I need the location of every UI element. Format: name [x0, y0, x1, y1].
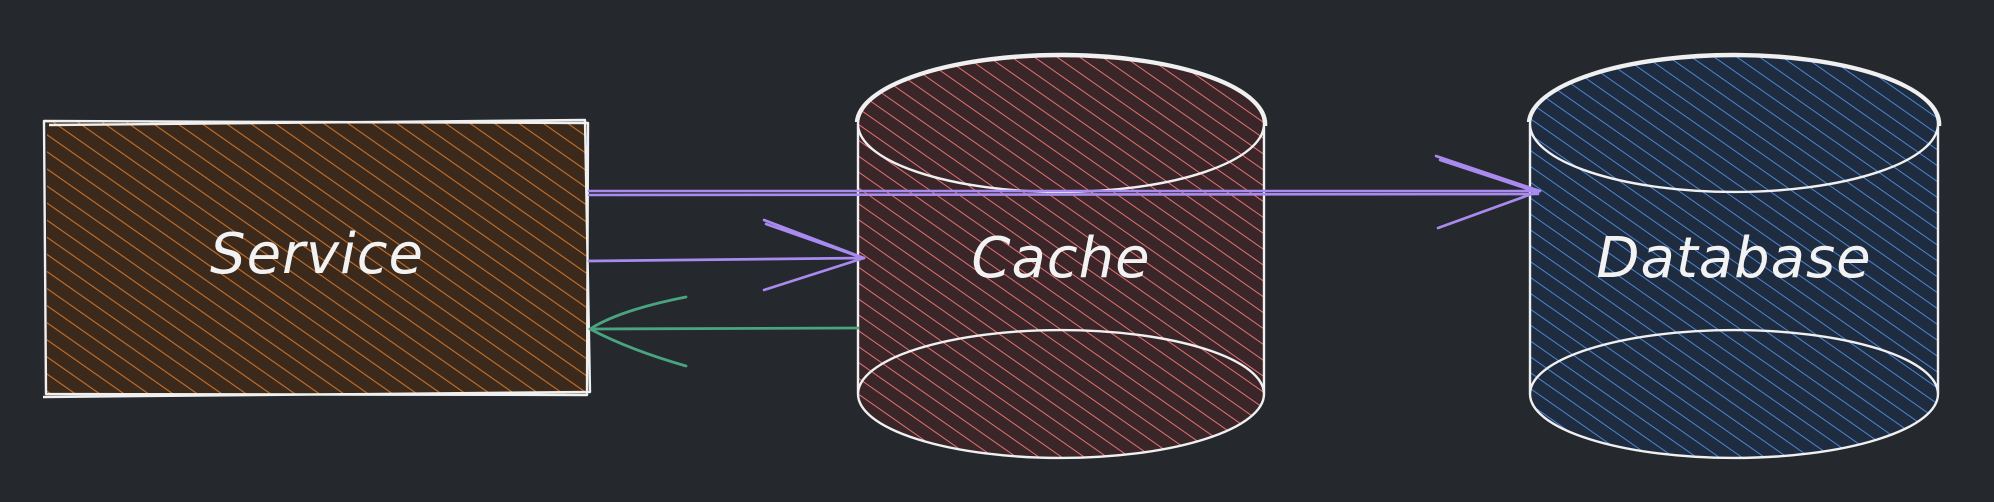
- edge-service-to-cache[interactable]: [587, 218, 866, 292]
- cache-shape: [858, 124, 1264, 458]
- service-node[interactable]: Service: [42, 118, 592, 399]
- edge-cache-to-service[interactable]: [588, 295, 860, 368]
- cache-label: Cache: [971, 226, 1150, 291]
- arrowhead-icon: [1434, 154, 1542, 230]
- database-top-fill: [1530, 56, 1938, 192]
- database-outline: [1526, 52, 1942, 460]
- edge-line: [587, 256, 866, 263]
- edge-service-to-database[interactable]: [587, 154, 1542, 230]
- service-outline: [42, 118, 592, 399]
- service-shape: [47, 122, 587, 394]
- database-label: Database: [1596, 226, 1871, 291]
- edge-line: [587, 189, 1542, 197]
- service-label: Service: [210, 222, 424, 287]
- database-node[interactable]: Database: [1526, 52, 1942, 460]
- database-shape: [1530, 124, 1938, 458]
- cache-node[interactable]: Cache: [854, 52, 1268, 460]
- arrowhead-icon: [588, 295, 688, 368]
- edge-line: [588, 326, 860, 331]
- cache-top-fill: [858, 56, 1264, 192]
- arrowhead-icon: [762, 218, 866, 292]
